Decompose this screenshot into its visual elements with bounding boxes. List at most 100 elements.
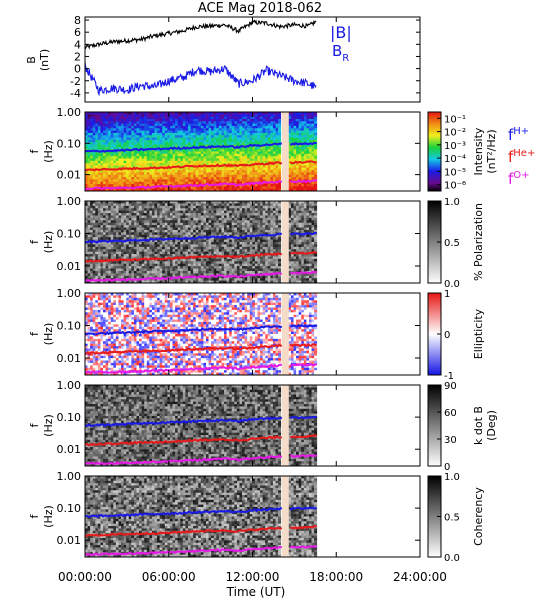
gyro-legend-0: fH+	[508, 126, 529, 144]
ytick-label: 0.10	[57, 320, 82, 333]
freq-yunit: (Hz)	[42, 505, 55, 528]
freq-ylabel: f	[28, 422, 41, 427]
ytick-label: 0.01	[57, 352, 82, 365]
freq-yunit: (Hz)	[42, 414, 55, 437]
gyro-line-fHeplus	[84, 342, 318, 356]
ytick-label: 0.01	[57, 260, 82, 273]
series-line-total-b	[84, 19, 317, 50]
gyro-line-fOplus	[84, 544, 318, 557]
colorbar-title: k dot B	[472, 406, 485, 445]
freq-yunit: (Hz)	[42, 140, 55, 163]
ytick-label: 0.10	[57, 228, 82, 241]
ytick-label: 1.00	[57, 287, 82, 300]
colorbar-tick: 10⁻¹	[444, 114, 466, 125]
ytick-label: -4	[70, 87, 81, 100]
freq-yunit: (Hz)	[42, 231, 55, 254]
spectrogram-panel-2	[84, 201, 318, 284]
colorbar-tick: 0.0	[444, 553, 460, 564]
data-gap	[281, 112, 289, 191]
gyro-line-fHplus	[84, 231, 317, 244]
colorbar-1	[427, 111, 442, 192]
colorbar-title: Coherency	[472, 487, 485, 546]
colorbar-title-unit: (nT²/Hz)	[485, 129, 498, 173]
colorbar-tick: 90	[444, 381, 457, 392]
gyro-line-fHeplus	[84, 160, 317, 172]
series-line-br	[84, 62, 317, 97]
gyro-legend-main: f	[508, 126, 514, 144]
ytick-label: 4	[74, 38, 81, 51]
gyro-line-fHplus	[84, 141, 317, 153]
legend-total-b: |B|	[330, 23, 352, 42]
data-gap	[281, 476, 289, 557]
ytick-label: 0.01	[57, 534, 82, 547]
colorbar-tick: 0	[444, 330, 450, 341]
ytick-label: -2	[70, 75, 81, 88]
xtick-label: 18:00:00	[309, 570, 363, 584]
panel-b-yunit: (nT)	[38, 49, 51, 71]
gyro-line-fHplus	[84, 415, 318, 428]
gyro-line-fOplus	[84, 363, 318, 375]
ytick-label: 1.00	[57, 470, 82, 483]
freq-ylabel: f	[28, 148, 41, 153]
colorbar-tick: 1.0	[444, 197, 460, 208]
ytick-label: 1.00	[57, 379, 82, 392]
colorbar-tick: 0.0	[444, 279, 460, 290]
colorbar-tick: 10⁻⁶	[444, 181, 466, 192]
legend-br-sub: R	[342, 53, 349, 64]
ytick-label: 0.01	[57, 443, 82, 456]
gyro-line-fHplus	[84, 323, 318, 336]
xtick-label: 24:00:00	[393, 570, 447, 584]
panel-frame-0	[84, 16, 421, 103]
gyro-legend-sub: O+	[513, 170, 529, 181]
gyro-line-fHplus	[84, 506, 318, 519]
gyro-legend-main: f	[508, 148, 514, 166]
ytick-label: 0.10	[57, 411, 82, 424]
colorbar-tick: 10⁻⁵	[444, 167, 466, 178]
colorbar-title: % Polarization	[472, 203, 485, 281]
gyro-line-fOplus	[84, 270, 317, 283]
colorbar-tick: 60	[444, 408, 457, 419]
colorbar-tick: 1	[444, 289, 450, 300]
spectrogram-panel-5	[84, 476, 318, 558]
line-layer	[84, 19, 317, 97]
ytick-label: 0.10	[57, 137, 82, 150]
freq-ylabel: f	[28, 513, 41, 518]
colorbar-tick: 10⁻²	[444, 128, 466, 139]
ytick-label: 8	[74, 14, 81, 27]
gyro-line-fHeplus	[84, 251, 318, 263]
colorbar-title: Ellipticity	[472, 308, 485, 359]
ytick-label: 1.00	[57, 106, 82, 119]
legend-br-main: B	[332, 42, 342, 60]
ytick-label: 1.00	[57, 195, 82, 208]
ytick-label: 0	[74, 63, 81, 76]
xtick-label: 06:00:00	[142, 570, 196, 584]
colorbar-tick: -1	[444, 371, 454, 382]
colorbar-tick: 10⁻⁴	[444, 154, 466, 165]
gyro-legend-main: f	[508, 170, 514, 188]
colorbar-tick: 10⁻³	[444, 141, 466, 152]
spectrogram-panel-4	[84, 385, 318, 467]
x-axis-label: Time (UT)	[226, 585, 286, 599]
data-gap	[281, 385, 289, 466]
xtick-label: 12:00:00	[226, 570, 280, 584]
spectrogram-layer	[84, 112, 318, 558]
freq-ylabel: f	[28, 331, 41, 336]
colorbar-tick: 0.5	[444, 513, 460, 524]
gyro-legend-sub: H+	[513, 126, 529, 137]
colorbar-tick: 0.5	[444, 238, 460, 249]
xtick-label: 00:00:00	[58, 570, 112, 584]
panel-b-ylabel: B	[25, 56, 38, 64]
spectrogram-panel-1	[84, 112, 318, 192]
plot-title: ACE Mag 2018-062	[198, 1, 322, 16]
gyro-legend-1: fHe+	[508, 148, 535, 166]
gyro-line-fOplus	[84, 178, 318, 191]
colorbar-tick: 0	[444, 462, 450, 473]
ytick-label: 6	[74, 26, 81, 39]
gyro-line-fHeplus	[85, 434, 318, 447]
colorbar-title: Intensity	[472, 127, 485, 175]
data-gap	[281, 201, 289, 283]
colorbar-4	[427, 384, 442, 467]
gyro-legend-sub: He+	[513, 148, 535, 159]
ytick-label: 0.01	[57, 169, 82, 182]
